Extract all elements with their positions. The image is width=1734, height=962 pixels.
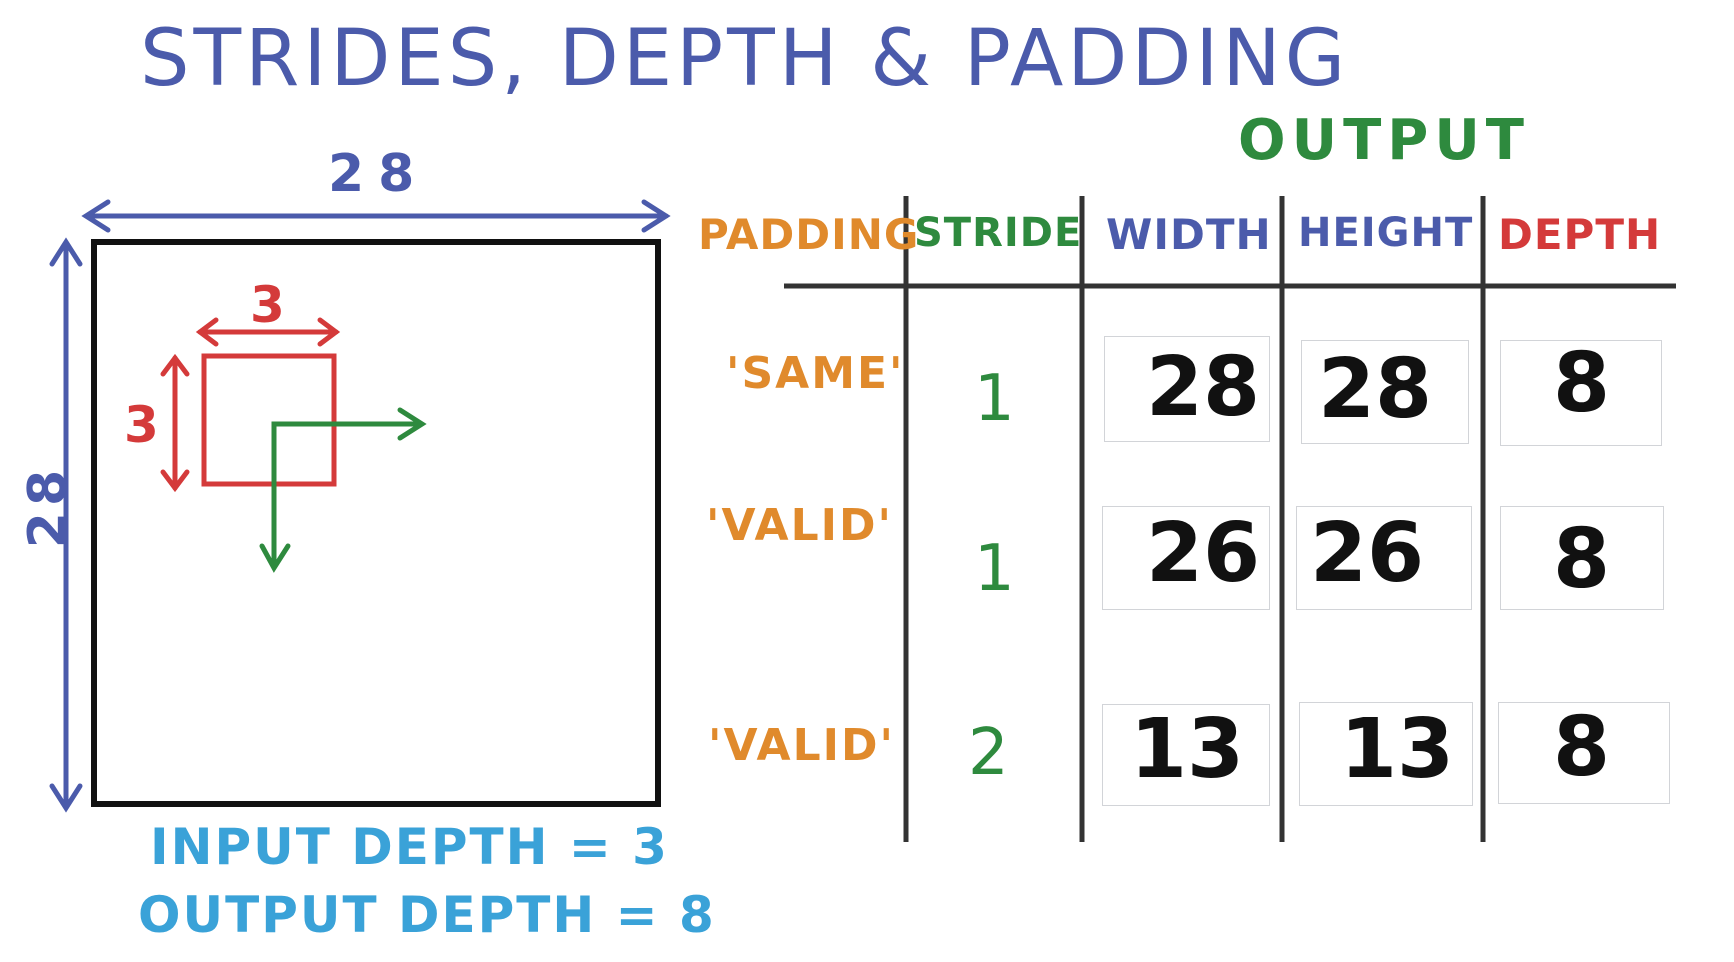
depth-value-box (1500, 506, 1664, 610)
input-width-label: 28 (328, 144, 429, 204)
kernel-height-label: 3 (124, 396, 159, 454)
kernel-height-arrow (160, 353, 190, 493)
kernel-square (201, 353, 337, 487)
row-width: 26 (1146, 506, 1261, 601)
width-value-box (1102, 704, 1270, 806)
row-height: 28 (1318, 342, 1433, 437)
output-depth-note: OUTPUT DEPTH = 8 (138, 886, 716, 944)
row-padding: 'SAME' (726, 348, 905, 399)
row-depth: 8 (1553, 512, 1611, 607)
width-value-box (1104, 336, 1270, 442)
input-height-label: 28 (18, 463, 79, 549)
row-stride: 1 (974, 362, 1015, 436)
depth-value-box (1498, 702, 1670, 804)
header-width: WIDTH (1106, 210, 1272, 259)
row-height: 26 (1310, 506, 1425, 601)
height-value-box (1299, 702, 1473, 806)
header-padding: PADDING (698, 210, 920, 259)
height-value-box (1296, 506, 1472, 610)
table-grid (784, 196, 1676, 842)
width-value-box (1102, 506, 1270, 610)
row-depth: 8 (1553, 700, 1611, 795)
input-square (91, 239, 661, 807)
input-depth-note: INPUT DEPTH = 3 (150, 818, 669, 876)
output-title: OUTPUT (1238, 108, 1530, 173)
depth-value-box (1500, 340, 1662, 446)
row-stride: 2 (968, 716, 1009, 790)
kernel-width-label: 3 (250, 276, 285, 334)
input-height-arrow (49, 237, 83, 813)
height-value-box (1301, 340, 1469, 444)
kernel-width-arrow (195, 317, 341, 347)
stride-arrows (259, 407, 427, 573)
row-padding: 'VALID' (706, 500, 893, 551)
header-stride: STRIDE (914, 210, 1083, 256)
row-depth: 8 (1553, 336, 1611, 431)
row-width: 28 (1146, 340, 1261, 435)
diagram-title: STRIDES, DEPTH & PADDING (140, 14, 1350, 104)
row-padding: 'VALID' (708, 720, 895, 771)
header-depth: DEPTH (1498, 210, 1662, 259)
row-stride: 1 (974, 532, 1015, 606)
row-height: 13 (1340, 702, 1455, 797)
header-height: HEIGHT (1298, 210, 1474, 256)
input-width-arrow (81, 199, 671, 233)
row-width: 13 (1130, 702, 1245, 797)
